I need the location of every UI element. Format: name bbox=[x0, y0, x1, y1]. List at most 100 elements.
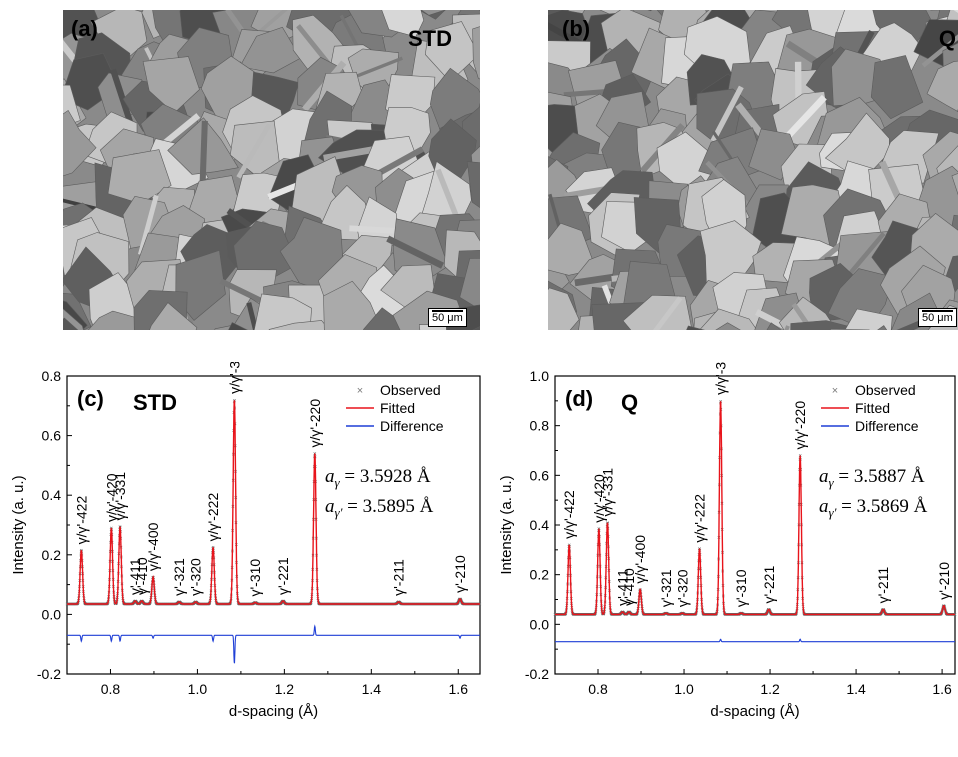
difference-line bbox=[555, 638, 955, 643]
x-tick-label: 1.0 bbox=[188, 681, 208, 697]
peak-label: γ/γ'-422 bbox=[73, 496, 89, 545]
y-tick-label: 0.2 bbox=[42, 547, 62, 563]
y-axis-label: Intensity (a. u.) bbox=[498, 475, 515, 574]
x-tick-label: 1.6 bbox=[932, 681, 952, 697]
peak-label: γ'-410 bbox=[621, 568, 637, 606]
peak-label: γ/γ'-331 bbox=[599, 468, 615, 517]
grain bbox=[381, 10, 425, 38]
grain bbox=[926, 60, 958, 112]
twin-boundary bbox=[710, 85, 744, 143]
legend-entry: Fitted bbox=[380, 400, 415, 416]
peak-label: γ'-310 bbox=[247, 559, 263, 597]
sample-tag: STD bbox=[133, 390, 177, 415]
legend-entry: Difference bbox=[855, 418, 919, 434]
x-axis-label: d-spacing (Å) bbox=[229, 703, 318, 720]
x-tick-label: 1.4 bbox=[846, 681, 866, 697]
lattice-parameter-gamma: aγ = 3.5928 Å bbox=[325, 466, 431, 490]
peak-label: γ'-210 bbox=[452, 555, 468, 593]
peak-label: γ'-211 bbox=[391, 559, 407, 596]
fitted-line bbox=[555, 401, 955, 616]
grain bbox=[715, 322, 741, 330]
peak-label: γ'-221 bbox=[761, 566, 777, 604]
lattice-parameter-gamma-prime: aγ' = 3.5895 Å bbox=[325, 496, 434, 520]
panel-label: (c) bbox=[77, 386, 104, 411]
grain bbox=[647, 10, 653, 12]
peak-label: γ'-210 bbox=[936, 562, 952, 600]
grain bbox=[951, 173, 958, 196]
grain bbox=[466, 161, 480, 209]
twin-boundary bbox=[246, 302, 259, 330]
scale-bar-b: 50 μm bbox=[918, 308, 957, 327]
peak-label: γ'-411 bbox=[615, 569, 631, 606]
grain bbox=[766, 322, 782, 330]
grain bbox=[63, 317, 79, 330]
y-tick-label: -0.2 bbox=[525, 666, 549, 682]
y-tick-label: 0.4 bbox=[530, 517, 550, 533]
y-tick-label: 0.6 bbox=[42, 428, 62, 444]
lattice-parameter-gamma: aγ = 3.5887 Å bbox=[819, 466, 925, 490]
y-tick-label: 0.8 bbox=[530, 418, 550, 434]
legend-marker: × bbox=[832, 385, 838, 397]
peak-label: γ'-320 bbox=[188, 558, 204, 596]
twin-boundary bbox=[921, 34, 958, 68]
y-tick-label: -0.2 bbox=[37, 666, 61, 682]
grain bbox=[420, 10, 446, 16]
micrograph-q: (b) Q 50 μm bbox=[548, 10, 958, 330]
fitted-line bbox=[67, 400, 480, 605]
grain bbox=[472, 326, 480, 330]
y-axis-label: Intensity (a. u.) bbox=[10, 475, 27, 574]
diffraction-chart-q: -0.2 0.0 0.2 0.4 0.6 0.8 1.0 0.8 1.0 1.2 1.4 1.6 d-s… bbox=[498, 362, 957, 720]
sample-tag: Q bbox=[621, 390, 638, 415]
grain bbox=[142, 56, 200, 114]
micrograph-std: (a) STD 50 μm bbox=[63, 10, 480, 330]
peak-label: γ'-221 bbox=[275, 557, 291, 595]
peak-label: γ/γ'-222 bbox=[205, 493, 221, 542]
peak-label: γ/γ'-400 bbox=[145, 522, 161, 571]
twin-boundary bbox=[110, 68, 135, 129]
peak-label: γ/γ'-311 bbox=[713, 362, 729, 395]
grain bbox=[268, 320, 330, 330]
peak-label: γ'-410 bbox=[134, 557, 150, 595]
peak-label: γ/γ'-311 bbox=[226, 362, 242, 394]
twin-boundary bbox=[386, 235, 445, 269]
peak-label: γ'-320 bbox=[674, 569, 690, 607]
panel-label-b: (b) bbox=[562, 16, 591, 41]
sample-tag-q: Q bbox=[938, 26, 956, 51]
x-tick-label: 1.4 bbox=[362, 681, 382, 697]
diffraction-chart-std: -0.2 0.0 0.2 0.4 0.6 0.8 0.8 1.0 1.2 1.4 1.6 d-spac… bbox=[10, 362, 482, 720]
twin-boundary bbox=[653, 296, 683, 330]
grain bbox=[548, 287, 580, 330]
peak-label: γ/γ'-400 bbox=[632, 535, 648, 584]
peak-label: γ'-411 bbox=[127, 558, 143, 595]
y-tick-label: 0.8 bbox=[42, 368, 62, 384]
peak-label: γ'-310 bbox=[733, 569, 749, 607]
twin-boundary bbox=[137, 194, 159, 256]
grain-structure-image bbox=[548, 10, 958, 330]
peak-label: γ'-321 bbox=[171, 558, 187, 596]
peak-label: γ/γ'-420 bbox=[103, 473, 119, 522]
scale-bar-label: 50 μm bbox=[922, 312, 953, 324]
legend-entry: Fitted bbox=[855, 400, 890, 416]
peak-label: γ'-211 bbox=[875, 567, 891, 604]
panel-label-a: (a) bbox=[71, 16, 98, 41]
grain bbox=[239, 26, 302, 74]
grain bbox=[844, 308, 893, 330]
scale-bar-a: 50 μm bbox=[428, 308, 467, 327]
grain bbox=[228, 322, 248, 330]
y-tick-label: 0.2 bbox=[530, 567, 550, 583]
grain bbox=[877, 325, 888, 330]
x-tick-label: 1.0 bbox=[674, 681, 694, 697]
y-tick-label: 0.0 bbox=[530, 616, 550, 632]
twin-boundary bbox=[236, 123, 272, 179]
grain bbox=[253, 293, 312, 330]
grain bbox=[548, 222, 597, 276]
peak-label: γ/γ'-422 bbox=[561, 490, 577, 539]
grain bbox=[699, 308, 758, 330]
sample-tag-std: STD bbox=[408, 26, 452, 51]
grain bbox=[175, 250, 226, 321]
y-tick-label: 0.4 bbox=[42, 487, 62, 503]
twin-boundary bbox=[199, 120, 208, 183]
twin-boundary bbox=[842, 231, 886, 282]
x-tick-label: 0.8 bbox=[101, 681, 121, 697]
legend-entry: Observed bbox=[855, 382, 916, 398]
